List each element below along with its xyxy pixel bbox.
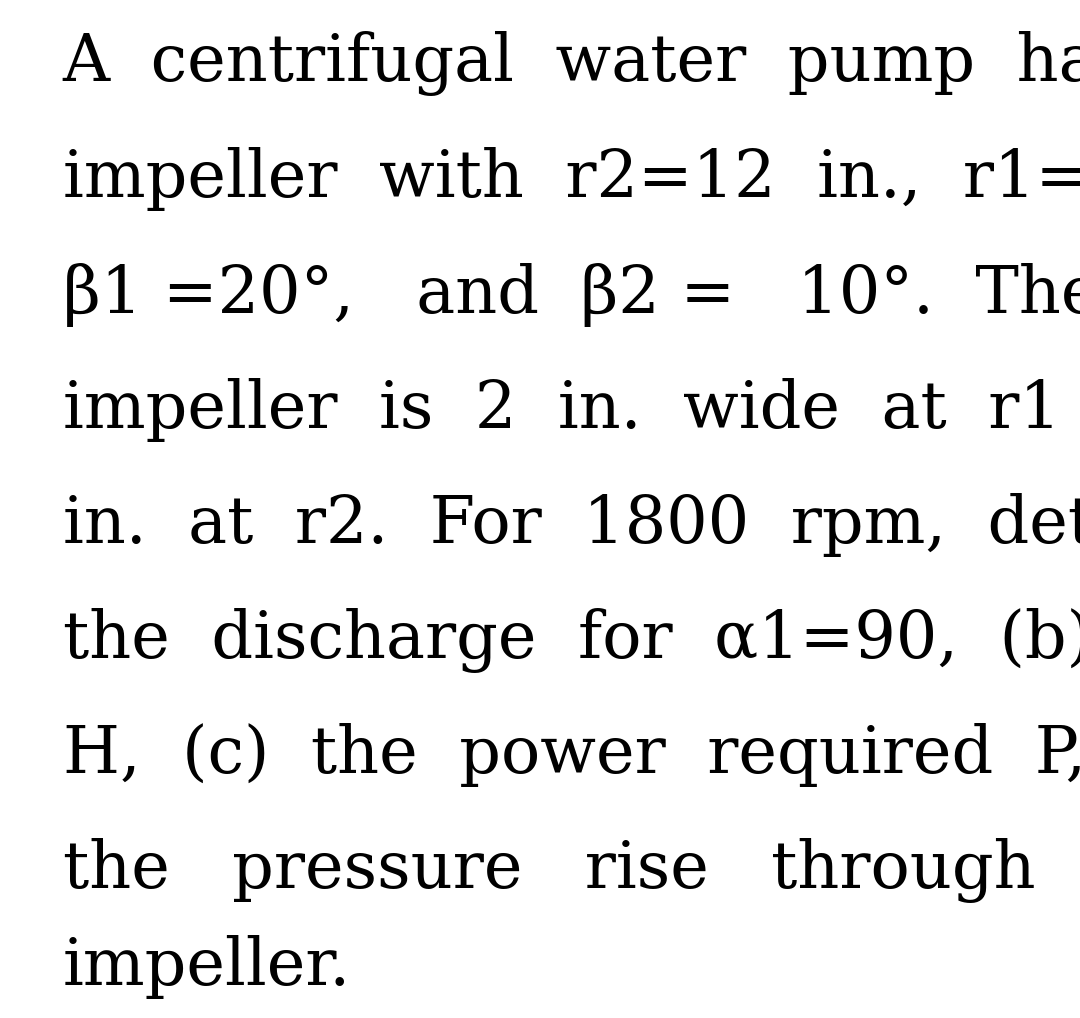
Text: the  discharge  for  α1=90,  (b)  α2  and: the discharge for α1=90, (b) α2 and <box>63 608 1080 673</box>
Text: the   pressure   rise   through   the: the pressure rise through the <box>63 838 1080 903</box>
Text: impeller.: impeller. <box>63 936 351 1000</box>
Text: impeller  with  r2=12  in.,  r1=  4  in.,: impeller with r2=12 in., r1= 4 in., <box>63 148 1080 212</box>
Text: in.  at  r2.  For  1800  rpm,  determine  (a): in. at r2. For 1800 rpm, determine (a) <box>63 493 1080 557</box>
Text: A  centrifugal  water  pump  has  an: A centrifugal water pump has an <box>63 32 1080 97</box>
Text: H,  (c)  the  power  required  P,  and  (d): H, (c) the power required P, and (d) <box>63 723 1080 787</box>
Text: impeller  is  2  in.  wide  at  r1  and  0.75: impeller is 2 in. wide at r1 and 0.75 <box>63 378 1080 442</box>
Text: β1 =20°,   and  β2 =   10°.  The: β1 =20°, and β2 = 10°. The <box>63 263 1080 327</box>
